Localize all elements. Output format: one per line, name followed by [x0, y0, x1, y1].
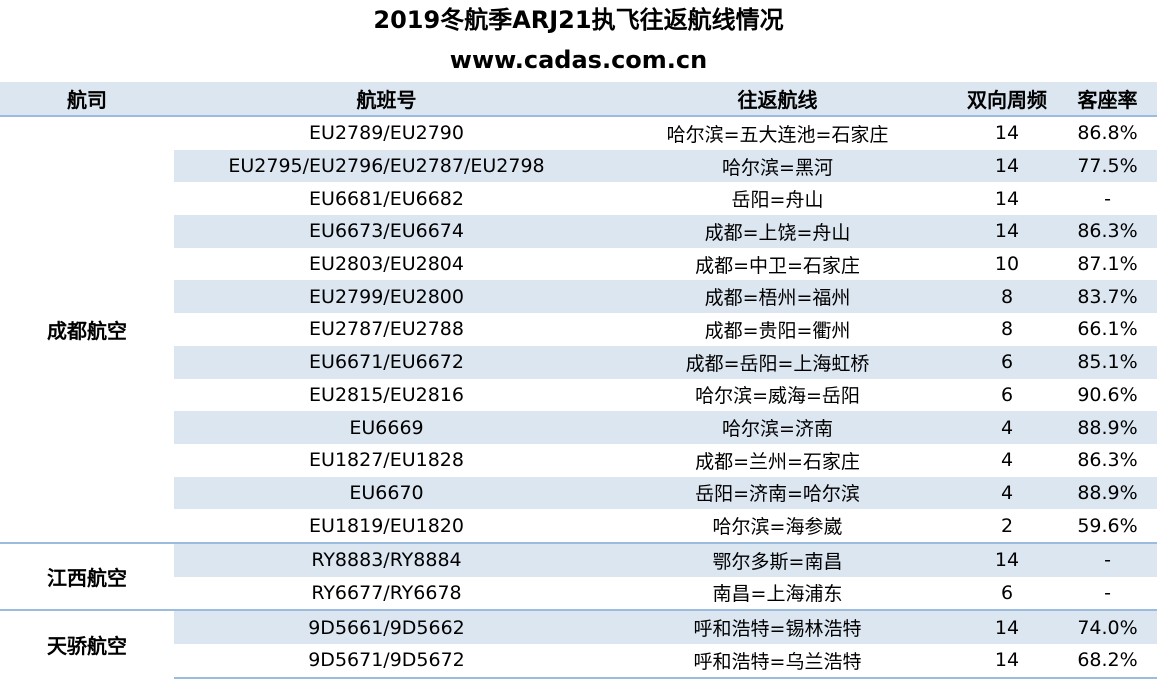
table-row: EU6681/EU6682 岳阳=舟山 14 - — [0, 182, 1157, 215]
frequency-cell: 4 — [956, 411, 1058, 444]
load-factor-cell: 88.9% — [1058, 476, 1157, 510]
header-frequency: 双向周频 — [956, 82, 1058, 117]
load-factor-cell: 86.3% — [1077, 449, 1138, 472]
flight-number-cell: EU2803/EU2804 — [309, 253, 464, 276]
route-cell: 成都=兰州=石家庄 — [695, 450, 860, 473]
load-factor-cell: 66.1% — [1077, 318, 1138, 341]
table-row: EU6670 岳阳=济南=哈尔滨 4 88.9% — [0, 476, 1157, 510]
load-factor-cell: 88.9% — [1058, 411, 1157, 444]
table-row: EU2799/EU2800 成都=梧州=福州 8 83.7% — [0, 280, 1157, 314]
flight-number-cell: EU6670 — [174, 476, 599, 510]
airline-cell: 成都航空 — [0, 115, 174, 543]
frequency-cell: 2 — [1000, 514, 1014, 537]
page-subtitle: www.cadas.com.cn — [449, 46, 708, 74]
title-block: 2019冬航季ARJ21执飞往返航线情况 www.cadas.com.cn — [0, 0, 1157, 82]
route-cell: 呼和浩特=乌兰浩特 — [599, 644, 956, 679]
table-row: 成都航空 EU2789/EU2790 哈尔滨=五大连池=石家庄 14 86.8% — [0, 115, 1157, 543]
header-airline: 航司 — [0, 82, 174, 117]
flight-number-cell: EU1827/EU1828 — [309, 449, 464, 472]
table-row: EU6673/EU6674 成都=上饶=舟山 14 86.3% — [0, 215, 1157, 248]
flight-number-cell: RY8883/RY8884 — [174, 541, 599, 577]
header-row: 航司 航班号 往返航线 双向周频 客座率 — [0, 82, 1157, 117]
table-row: RY6677/RY6678 南昌=上海浦东 6 - — [0, 577, 1157, 611]
flight-number-cell: EU6681/EU6682 — [309, 187, 464, 210]
frequency-cell: 4 — [1000, 449, 1014, 472]
header-route: 往返航线 — [599, 82, 956, 117]
header-flight: 航班号 — [174, 82, 599, 117]
flight-number-cell: 9D5661/9D5662 — [174, 609, 599, 644]
flight-number-cell: EU1819/EU1820 — [309, 514, 464, 537]
load-factor-cell: - — [1104, 187, 1111, 210]
load-factor-cell: - — [1104, 581, 1111, 604]
route-cell: 岳阳=济南=哈尔滨 — [599, 476, 956, 510]
table-row: EU1827/EU1828 成都=兰州=石家庄 4 86.3% — [0, 444, 1157, 477]
frequency-cell: 6 — [1000, 383, 1014, 406]
flight-number-cell: RY6677/RY6678 — [311, 581, 462, 604]
frequency-cell: 8 — [956, 280, 1058, 314]
frequency-cell: 4 — [956, 476, 1058, 510]
table-row: EU2803/EU2804 成都=中卫=石家庄 10 87.1% — [0, 248, 1157, 281]
load-factor-cell: 86.3% — [1058, 215, 1157, 248]
frequency-cell: 14 — [956, 609, 1058, 644]
table-row: EU6671/EU6672 成都=岳阳=上海虹桥 6 85.1% — [0, 345, 1157, 379]
frequency-cell: 14 — [994, 187, 1020, 210]
route-cell: 哈尔滨=黑河 — [599, 149, 956, 183]
frequency-cell: 10 — [994, 253, 1020, 276]
load-factor-cell: - — [1058, 541, 1157, 577]
airline-cell: 江西航空 — [0, 541, 174, 611]
flight-number-cell: 9D5671/9D5672 — [174, 644, 599, 679]
table-row: 9D5671/9D5672 呼和浩特=乌兰浩特 14 68.2% — [0, 644, 1157, 679]
route-cell: 成都=梧州=福州 — [599, 280, 956, 314]
route-cell: 哈尔滨=济南 — [599, 411, 956, 444]
load-factor-cell: 83.7% — [1058, 280, 1157, 314]
table-row: EU2795/EU2796/EU2787/EU2798 哈尔滨=黑河 14 77.5% — [0, 149, 1157, 183]
load-factor-cell: 74.0% — [1058, 609, 1157, 644]
route-cell: 呼和浩特=锡林浩特 — [599, 609, 956, 644]
page-title: 2019冬航季ARJ21执飞往返航线情况 — [373, 6, 784, 34]
load-factor-cell: 85.1% — [1058, 345, 1157, 379]
table-row: 江西航空 RY8883/RY8884 鄂尔多斯=南昌 14- — [0, 541, 1157, 611]
route-cell: 成都=中卫=石家庄 — [695, 254, 860, 277]
frequency-cell: 14 — [956, 644, 1058, 679]
load-factor-cell: 77.5% — [1058, 149, 1157, 183]
table-row: EU2815/EU2816 哈尔滨=威海=岳阳 6 90.6% — [0, 379, 1157, 412]
frequency-cell: 14 — [956, 215, 1058, 248]
frequency-cell: 6 — [956, 345, 1058, 379]
route-table: 航司 航班号 往返航线 双向周频 客座率 成都航空 EU2789/EU2790 哈尔… — [0, 82, 1157, 679]
route-cell: 成都=岳阳=上海虹桥 — [599, 345, 956, 379]
frequency-cell: 14 — [956, 541, 1058, 577]
route-cell: 成都=上饶=舟山 — [599, 215, 956, 248]
flight-number-cell: EU6669 — [174, 411, 599, 444]
flight-number-cell: EU2795/EU2796/EU2787/EU2798 — [174, 149, 599, 183]
load-factor-cell: 90.6% — [1077, 383, 1138, 406]
route-cell: 成都=贵阳=衢州 — [704, 319, 851, 342]
frequency-cell: 8 — [1000, 318, 1014, 341]
table-body: 成都航空 EU2789/EU2790 哈尔滨=五大连池=石家庄 14 86.8% EU27… — [0, 115, 1157, 679]
table-row: 天骄航空 9D5661/9D5662 呼和浩特=锡林浩特 14 74.0% — [0, 609, 1157, 678]
frequency-cell: 14 — [956, 149, 1058, 183]
load-factor-cell: 68.2% — [1058, 644, 1157, 679]
airline-cell: 天骄航空 — [0, 609, 174, 678]
route-cell: 哈尔滨=海参崴 — [712, 516, 843, 539]
header-load-factor: 客座率 — [1058, 82, 1157, 117]
route-cell: 南昌=上海浦东 — [712, 583, 843, 606]
frequency-cell: 14 — [956, 115, 1058, 150]
route-cell: 哈尔滨=五大连池=石家庄 — [599, 115, 956, 150]
load-factor-cell: 87.1% — [1077, 253, 1138, 276]
table-row: EU1819/EU1820 哈尔滨=海参崴 2 59.6% — [0, 509, 1157, 543]
table-row: EU2787/EU2788 成都=贵阳=衢州 8 66.1% — [0, 313, 1157, 346]
route-cell: 岳阳=舟山 — [731, 189, 824, 212]
frequency-cell: 6 — [1000, 581, 1014, 604]
flight-number-cell: EU2815/EU2816 — [309, 383, 464, 406]
load-factor-cell: 86.8% — [1058, 115, 1157, 150]
route-cell: 哈尔滨=威海=岳阳 — [695, 385, 860, 408]
load-factor-cell: 59.6% — [1077, 514, 1138, 537]
flight-number-cell: EU2799/EU2800 — [174, 280, 599, 314]
route-cell: 鄂尔多斯=南昌 — [599, 541, 956, 577]
flight-number-cell: EU2787/EU2788 — [309, 318, 464, 341]
flight-number-cell: EU6673/EU6674 — [174, 215, 599, 248]
table-row: EU6669 哈尔滨=济南 4 88.9% — [0, 411, 1157, 444]
flight-number-cell: EU6671/EU6672 — [174, 345, 599, 379]
flight-number-cell: EU2789/EU2790 — [174, 115, 599, 150]
